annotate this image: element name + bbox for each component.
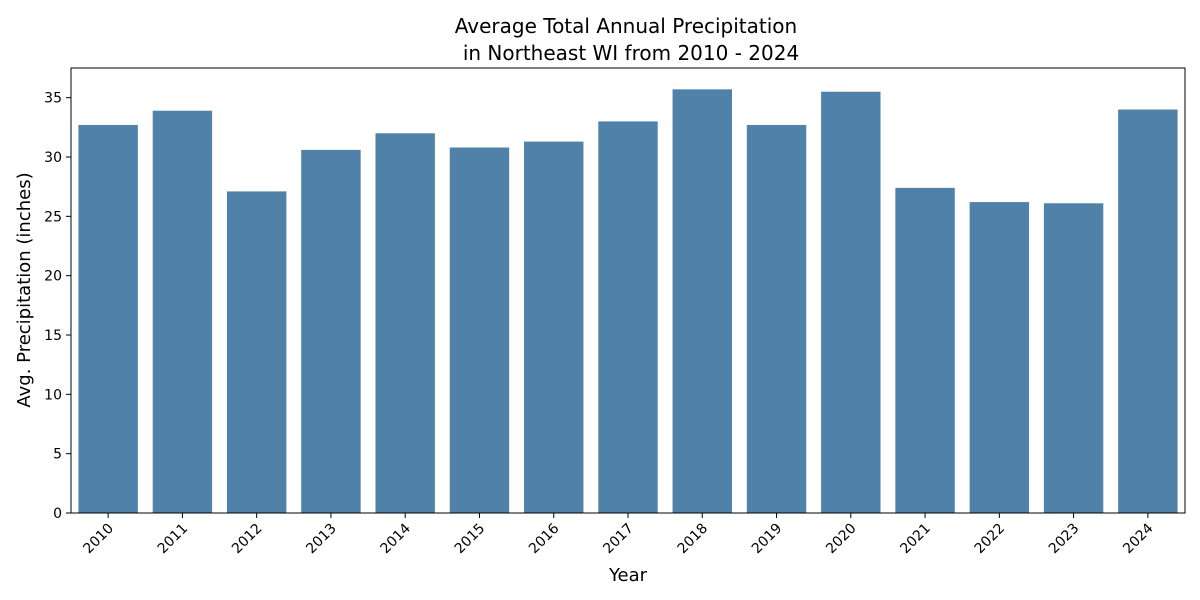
- bar-2014: [375, 133, 435, 513]
- y-tick-label: 35: [44, 91, 62, 107]
- x-tick-label-2021: 2021: [897, 521, 934, 558]
- bar-2020: [821, 91, 881, 513]
- bar-2023: [1043, 203, 1104, 513]
- y-axis-label: Avg. Precipitation (inches): [14, 172, 35, 407]
- x-tick-label-2012: 2012: [229, 521, 266, 558]
- bar-2012: [226, 191, 287, 513]
- y-tick-label: 30: [44, 150, 62, 166]
- y-tick-label: 25: [44, 209, 62, 225]
- chart-title-line-2: in Northeast WI from 2010 - 2024: [463, 41, 799, 65]
- bar-2011: [152, 110, 213, 513]
- x-axis-label: Year: [608, 565, 648, 586]
- bar-2015: [449, 147, 510, 514]
- x-axis-ticks: 2010 2011 2012 2013 2014 2015 2016 2017 2018 2019…: [80, 513, 1157, 558]
- y-tick-label: 15: [44, 328, 62, 344]
- y-tick-label: 10: [44, 387, 62, 403]
- bar-2010: [78, 124, 138, 514]
- x-tick-label-2024: 2024: [1120, 520, 1157, 557]
- x-tick-label-2017: 2017: [600, 521, 637, 558]
- x-tick-label-2019: 2019: [749, 521, 786, 558]
- x-tick-label-2020: 2020: [823, 521, 860, 558]
- x-tick-label-2022: 2022: [972, 521, 1009, 558]
- x-tick-label-2023: 2023: [1046, 521, 1083, 558]
- bar-2024: [1118, 109, 1178, 514]
- y-tick-label: 5: [53, 447, 62, 463]
- x-tick-label-2014: 2014: [378, 520, 415, 557]
- x-tick-label-2013: 2013: [303, 521, 340, 558]
- bar-2021: [895, 187, 955, 513]
- x-tick-label-2015: 2015: [452, 521, 489, 558]
- chart-title-line-1: Average Total Annual Precipitation: [455, 14, 797, 38]
- x-tick-label-2011: 2011: [155, 521, 192, 558]
- y-tick-label: 20: [44, 269, 62, 285]
- x-tick-label-2018: 2018: [675, 521, 712, 558]
- x-tick-label-2016: 2016: [526, 520, 563, 557]
- bar-2013: [301, 149, 361, 513]
- bar-2019: [746, 124, 807, 514]
- bar-2016: [524, 141, 584, 513]
- bar-2018: [672, 89, 732, 514]
- bar-2022: [969, 202, 1030, 514]
- y-axis-ticks: 0 5 10 15 20 25 30 35: [44, 91, 71, 522]
- bars-group: [78, 89, 1178, 514]
- y-tick-label: 0: [53, 506, 62, 522]
- x-tick-label-2010: 2010: [80, 521, 117, 558]
- bar-2017: [598, 121, 658, 514]
